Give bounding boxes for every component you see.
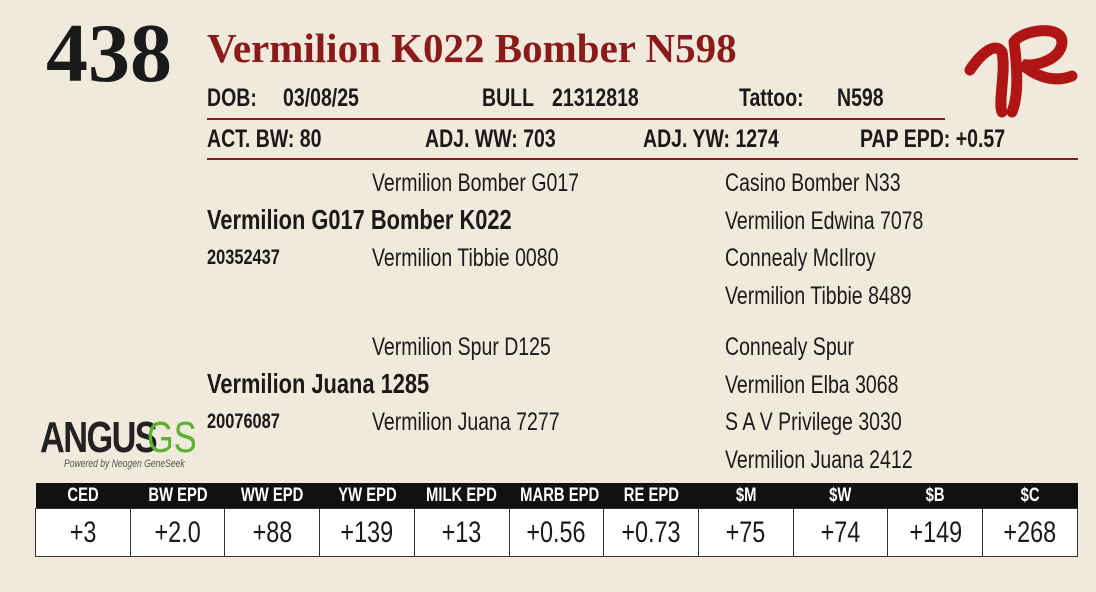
parent-registration: 20076087 <box>207 410 280 433</box>
weight: ADJ. YW: 1274 <box>643 125 779 153</box>
epd-value-cell: +0.56 <box>508 508 605 557</box>
tattoo-label: Tattoo: <box>739 84 804 112</box>
epd-header-cell: YW EPD <box>319 483 415 509</box>
animal-name: Vermilion K022 Bomber N598 <box>207 25 737 71</box>
epd-value: +13 <box>441 515 482 549</box>
epd-header-cell: MARB EPD <box>509 483 604 509</box>
parent-name: Vermilion Juana 1285 <box>207 368 430 399</box>
parent-registration: 20352437 <box>207 246 280 269</box>
grandparent: Vermilion Tibbie 8489 <box>725 281 912 310</box>
grandparent: S A V Privilege 3030 <box>725 408 902 436</box>
epd-header: $W <box>829 484 852 506</box>
grandparent: Vermilion Elba 3068 <box>725 370 899 399</box>
dob: 03/08/25 <box>283 84 359 112</box>
epd-value: +2.0 <box>154 515 201 549</box>
brand-logo <box>964 25 1078 118</box>
dob-label: DOB: <box>207 84 257 112</box>
grandparent: Connealy Spur <box>725 333 855 361</box>
weight: PAP EPD: +0.57 <box>860 125 1006 153</box>
epd-value-cell: +0.73 <box>603 508 700 557</box>
epd-header: MILK EPD <box>426 484 498 506</box>
epd-header-cell: CED <box>35 483 131 509</box>
epd-header: BW EPD <box>147 484 208 506</box>
logo-gs: GS <box>147 413 197 462</box>
epd-header-cell: $W <box>793 483 888 509</box>
parent-dam: Vermilion Tibbie 0080 <box>372 244 559 272</box>
epd-value: +149 <box>908 515 962 549</box>
tattoo: N598 <box>837 84 884 112</box>
epd-header: YW EPD <box>337 484 397 506</box>
epd-value: +3 <box>69 515 97 549</box>
parent-dam: Vermilion Juana 7277 <box>372 408 560 436</box>
weight: ACT. BW: 80 <box>207 125 322 153</box>
epd-header: WW EPD <box>241 484 304 506</box>
epd-value: +0.73 <box>621 515 681 549</box>
epd-value: +268 <box>1003 515 1057 549</box>
epd-value-cell: +149 <box>887 508 984 557</box>
epd-value-cell: +2.0 <box>129 508 226 557</box>
grandparent: Vermilion Juana 2412 <box>725 445 913 474</box>
epd-value: +74 <box>820 515 861 549</box>
epd-header-cell: $B <box>887 483 983 509</box>
logo-angus: ANGUS <box>40 413 158 462</box>
epd-value-cell: +13 <box>413 508 510 557</box>
sex: BULL <box>482 84 534 112</box>
registration: 21312818 <box>552 84 639 112</box>
grandparent: Connealy McIlroy <box>725 244 876 272</box>
epd-header-cell: BW EPD <box>130 483 225 509</box>
epd-header-cell: RE EPD <box>603 483 699 509</box>
epd-header: $B <box>925 484 945 506</box>
epd-value: +75 <box>726 515 766 549</box>
epd-value: +88 <box>252 515 293 549</box>
epd-header: MARB EPD <box>520 484 600 506</box>
grandparent: Casino Bomber N33 <box>725 169 901 197</box>
parent-sire: Vermilion Bomber G017 <box>372 169 580 197</box>
epd-header-cell: MILK EPD <box>414 483 510 509</box>
epd-value-cell: +75 <box>698 508 794 557</box>
epd-value-cell: +268 <box>982 508 1078 557</box>
epd-header: RE EPD <box>623 484 679 506</box>
epd-header-cell: $C <box>982 483 1078 509</box>
epd-header: $C <box>1020 484 1040 506</box>
parent-sire: Vermilion Spur D125 <box>372 333 551 361</box>
grandparent: Vermilion Edwina 7078 <box>725 206 924 235</box>
epd-table: CED BW EPD WW EPD YW EPD MILK EPD MARB EPD RE … <box>35 483 1078 557</box>
epd-value-cell: +3 <box>35 508 131 557</box>
logo-tagline: Powered by Neogen GeneSeek <box>64 458 185 470</box>
rule <box>207 118 945 120</box>
weight: ADJ. WW: 703 <box>425 125 556 153</box>
epd-value: +0.56 <box>526 515 587 549</box>
epd-value: +139 <box>340 515 394 549</box>
lot-number: 438 <box>46 7 172 100</box>
rule <box>207 158 1078 160</box>
epd-value-cell: +88 <box>224 508 321 557</box>
epd-header: CED <box>67 484 99 506</box>
epd-header: $M <box>735 484 757 506</box>
epd-value-cell: +139 <box>319 508 415 557</box>
epd-value-cell: +74 <box>792 508 889 557</box>
parent-name: Vermilion G017 Bomber K022 <box>207 204 512 235</box>
epd-header-cell: WW EPD <box>224 483 320 509</box>
epd-header-cell: $M <box>698 483 794 509</box>
